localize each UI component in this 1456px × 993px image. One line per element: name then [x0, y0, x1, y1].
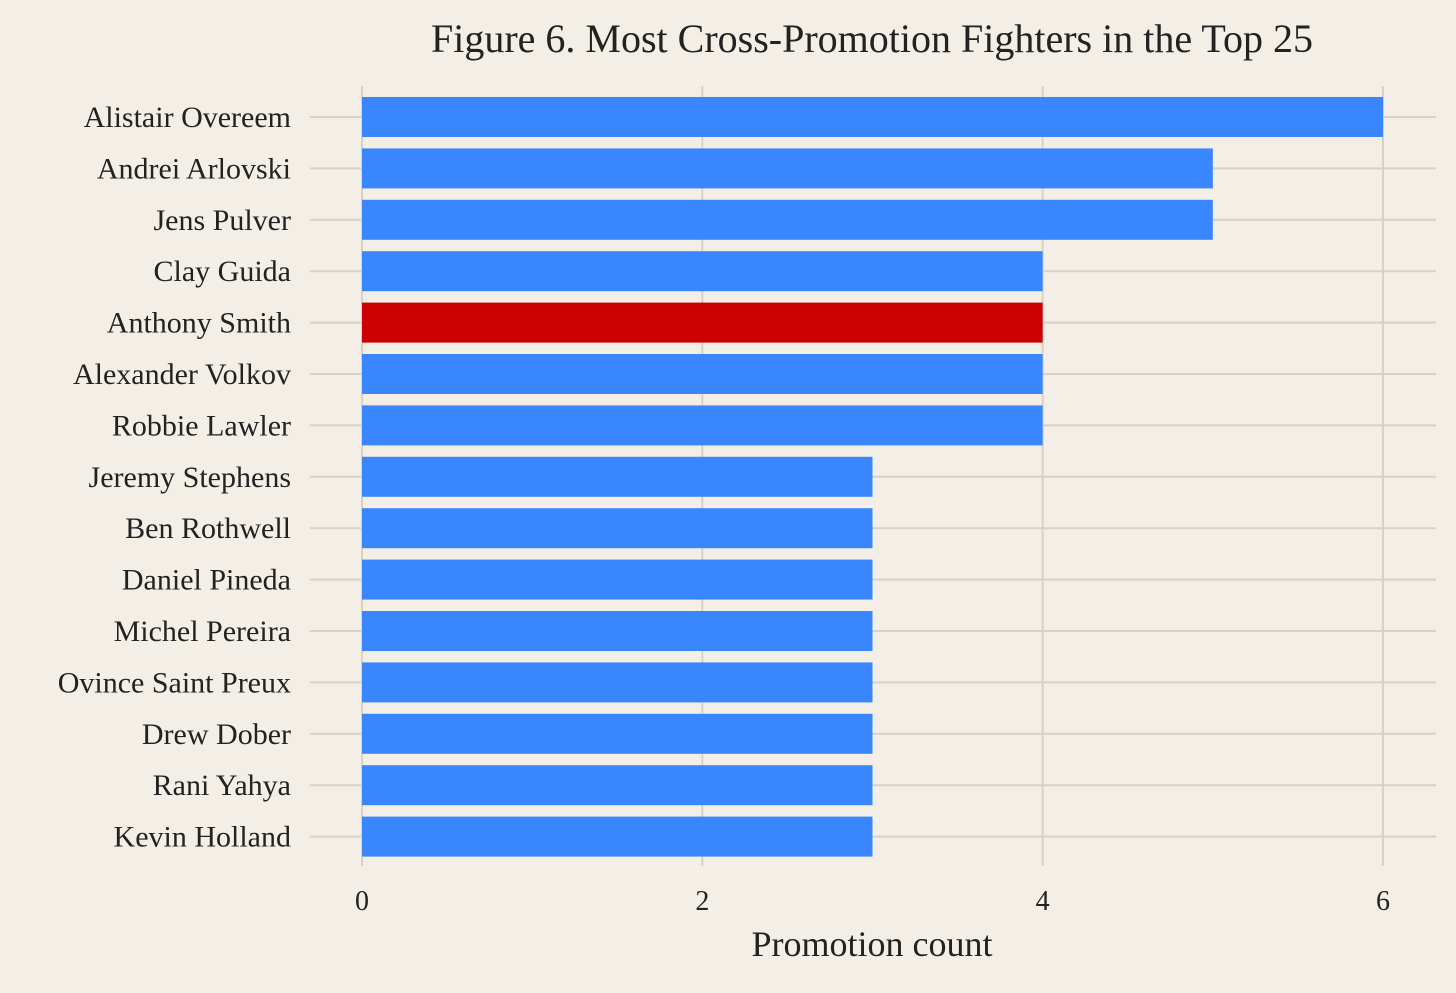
category-labels: Alistair Overeem Andrei Arlovski Jens Pulv…	[58, 101, 291, 854]
category-label-andrei-arlovski: Andrei Arlovski	[97, 152, 291, 185]
bar-andrei-arlovski	[362, 148, 1213, 189]
bar-jens-pulver	[362, 199, 1213, 240]
chart-title: Figure 6. Most Cross-Promotion Fighters …	[431, 16, 1313, 61]
category-label-alistair-overeem: Alistair Overeem	[84, 101, 291, 134]
category-label-daniel-pineda: Daniel Pineda	[122, 564, 291, 597]
x-tick-label-0: 0	[355, 886, 369, 917]
bar-robbie-lawler	[362, 405, 1043, 446]
category-label-ben-rothwell: Ben Rothwell	[125, 512, 291, 545]
x-tick-labels: 0 2 4 6	[355, 886, 1390, 917]
category-label-robbie-lawler: Robbie Lawler	[112, 409, 291, 442]
bar-kevin-holland	[362, 816, 873, 857]
bar-ovince-saint-preux	[362, 662, 873, 703]
category-label-michel-pereira: Michel Pereira	[114, 615, 291, 648]
category-label-ovince-saint-preux: Ovince Saint Preux	[58, 666, 291, 699]
bar-anthony-smith	[362, 302, 1043, 343]
bar-alexander-volkov	[362, 354, 1043, 394]
x-tick-label-6: 6	[1376, 886, 1390, 917]
category-label-jens-pulver: Jens Pulver	[154, 204, 292, 237]
bar-michel-pereira	[362, 611, 873, 651]
category-label-anthony-smith: Anthony Smith	[107, 307, 291, 340]
bar-drew-dober	[362, 713, 873, 754]
bar-alistair-overeem	[362, 97, 1383, 137]
x-tick-label-2: 2	[695, 886, 709, 917]
x-tick-label-4: 4	[1036, 886, 1050, 917]
category-label-alexander-volkov: Alexander Volkov	[73, 358, 291, 391]
bar-daniel-pineda	[362, 559, 873, 600]
x-axis-title: Promotion count	[752, 924, 993, 964]
category-label-clay-guida: Clay Guida	[154, 255, 291, 288]
bars	[362, 97, 1383, 857]
category-label-kevin-holland: Kevin Holland	[114, 821, 291, 854]
category-label-jeremy-stephens: Jeremy Stephens	[89, 461, 291, 494]
category-label-rani-yahya: Rani Yahya	[153, 769, 291, 802]
bar-ben-rothwell	[362, 508, 873, 549]
category-label-drew-dober: Drew Dober	[142, 718, 291, 751]
bar-rani-yahya	[362, 765, 873, 806]
bar-clay-guida	[362, 251, 1043, 292]
bar-jeremy-stephens	[362, 456, 873, 497]
